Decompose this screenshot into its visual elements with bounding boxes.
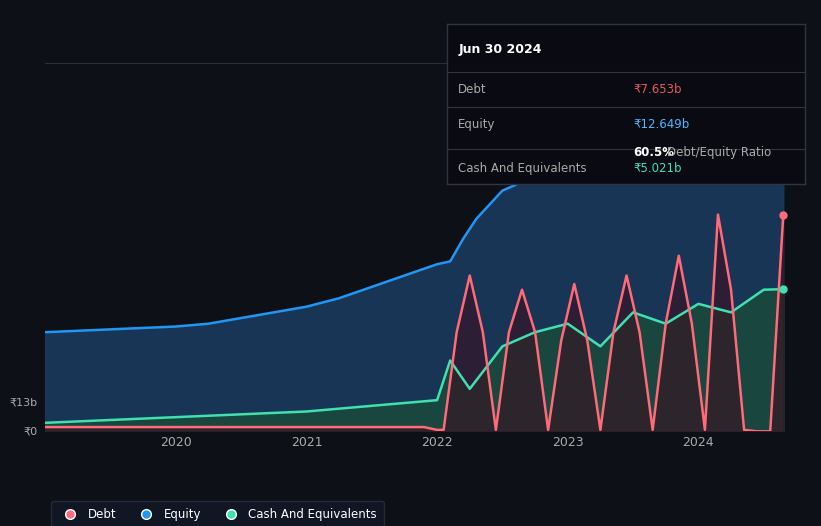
Text: ₹12.649b: ₹12.649b [633,118,690,132]
Text: Equity: Equity [458,118,496,132]
Text: 60.5%: 60.5% [633,146,674,158]
Text: ₹5.021b: ₹5.021b [633,161,681,175]
Text: Debt: Debt [458,83,487,96]
Text: Cash And Equivalents: Cash And Equivalents [458,161,587,175]
Text: Jun 30 2024: Jun 30 2024 [458,43,542,56]
Legend: Debt, Equity, Cash And Equivalents: Debt, Equity, Cash And Equivalents [51,501,384,526]
Text: ₹13b: ₹13b [10,398,38,408]
Text: Debt/Equity Ratio: Debt/Equity Ratio [667,146,772,158]
Text: ₹0: ₹0 [24,426,38,437]
Text: ₹7.653b: ₹7.653b [633,83,681,96]
